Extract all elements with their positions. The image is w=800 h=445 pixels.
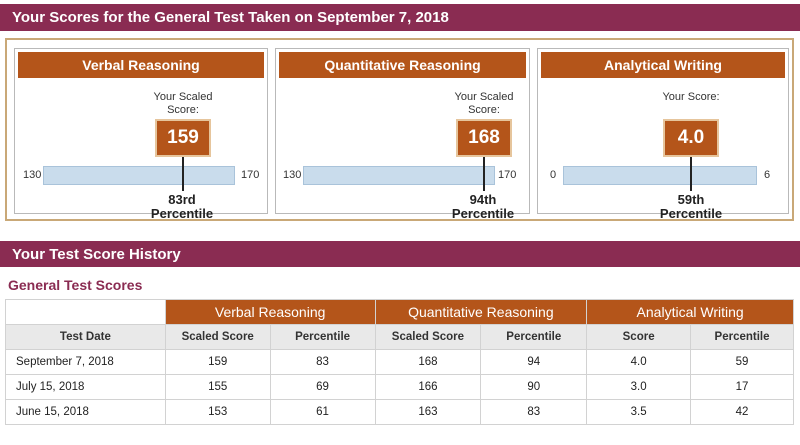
quant-scaled-label: Your Scaled Score: [454,91,514,116]
writing-percentile: 59th Percentile [646,193,736,221]
verbal-score-box: 159 [155,119,211,157]
group-header-writing: Analytical Writing [586,299,794,325]
score-cards-panel: Verbal Reasoning Your Scaled Score: 159 … [5,38,794,221]
table-cell: 17 [690,374,794,400]
writing-percentile-rank: 59th [677,192,705,207]
column-header-row: Test Date Scaled Score Percentile Scaled… [5,324,794,350]
table-row: September 7, 2018 159 83 168 94 4.0 59 [5,349,794,375]
table-cell: July 15, 2018 [5,374,166,400]
group-header-blank [5,299,166,325]
verbal-scaled-label: Your Scaled Score: [153,91,213,116]
table-cell: 3.5 [586,399,692,425]
history-header: Your Test Score History [0,241,800,267]
column-header: Percentile [480,324,588,350]
table-cell: 168 [374,349,482,375]
writing-scale-bar [563,166,757,185]
column-header: Percentile [269,324,376,350]
table-cell: 83 [269,349,376,375]
writing-scaled-label: Your Score: [662,91,720,103]
table-cell: 153 [164,399,271,425]
quant-score-card: Quantitative Reasoning Your Scaled Score… [275,48,530,221]
verbal-card-title: Verbal Reasoning [18,52,264,78]
verbal-score-marker [182,157,184,191]
quant-score-marker [483,157,485,191]
quant-card-title: Quantitative Reasoning [279,52,526,78]
column-header: Score [586,324,692,350]
table-cell: 83 [480,399,588,425]
verbal-score-card: Verbal Reasoning Your Scaled Score: 159 … [14,48,268,221]
column-header: Percentile [690,324,794,350]
verbal-scale-bar [43,166,235,185]
group-header-row: Verbal Reasoning Quantitative Reasoning … [5,299,794,325]
verbal-percentile-rank: 83rd [168,192,196,207]
verbal-percentile-word: Percentile [150,206,214,221]
writing-percentile-word: Percentile [659,206,723,221]
scores-header-title: Your Scores for the General Test Taken o… [12,9,449,26]
table-cell: September 7, 2018 [5,349,166,375]
verbal-scale-min: 130 [23,169,42,181]
section-title: General Test Scores [8,277,143,293]
table-cell: 42 [690,399,794,425]
table-cell: 163 [374,399,482,425]
table-cell: 159 [164,349,271,375]
table-cell: 61 [269,399,376,425]
table-cell: 3.0 [586,374,692,400]
verbal-scale-max: 170 [241,169,260,181]
writing-card-title: Analytical Writing [541,52,785,78]
table-cell: 166 [374,374,482,400]
table-cell: 90 [480,374,588,400]
writing-score-card: Analytical Writing Your Score: 4.0 0 6 5… [537,48,789,221]
group-header-quant: Quantitative Reasoning [374,299,588,325]
quant-percentile-rank: 94th [469,192,497,207]
table-cell: 94 [480,349,588,375]
column-header: Test Date [5,324,166,350]
column-header: Scaled Score [164,324,271,350]
table-cell: June 15, 2018 [5,399,166,425]
history-header-title: Your Test Score History [12,245,181,263]
table-row: June 15, 2018 153 61 163 83 3.5 42 [5,399,794,425]
table-cell: 4.0 [586,349,692,375]
writing-score-box: 4.0 [663,119,719,157]
writing-scale-max: 6 [764,169,771,181]
column-header: Scaled Score [374,324,482,350]
quant-percentile: 94th Percentile [438,193,528,221]
quant-score-box: 168 [456,119,512,157]
scores-header: Your Scores for the General Test Taken o… [0,4,800,31]
table-cell: 155 [164,374,271,400]
quant-scale-min: 130 [283,169,302,181]
group-header-verbal: Verbal Reasoning [164,299,376,325]
writing-scale-min: 0 [550,169,557,181]
quant-scale-max: 170 [498,169,517,181]
table-cell: 59 [690,349,794,375]
table-row: July 15, 2018 155 69 166 90 3.0 17 [5,374,794,400]
writing-score-marker [690,157,692,191]
quant-percentile-word: Percentile [451,206,515,221]
table-cell: 69 [269,374,376,400]
score-history-table: Verbal Reasoning Quantitative Reasoning … [5,299,794,425]
quant-scale-bar [303,166,495,185]
verbal-percentile: 83rd Percentile [137,193,227,221]
